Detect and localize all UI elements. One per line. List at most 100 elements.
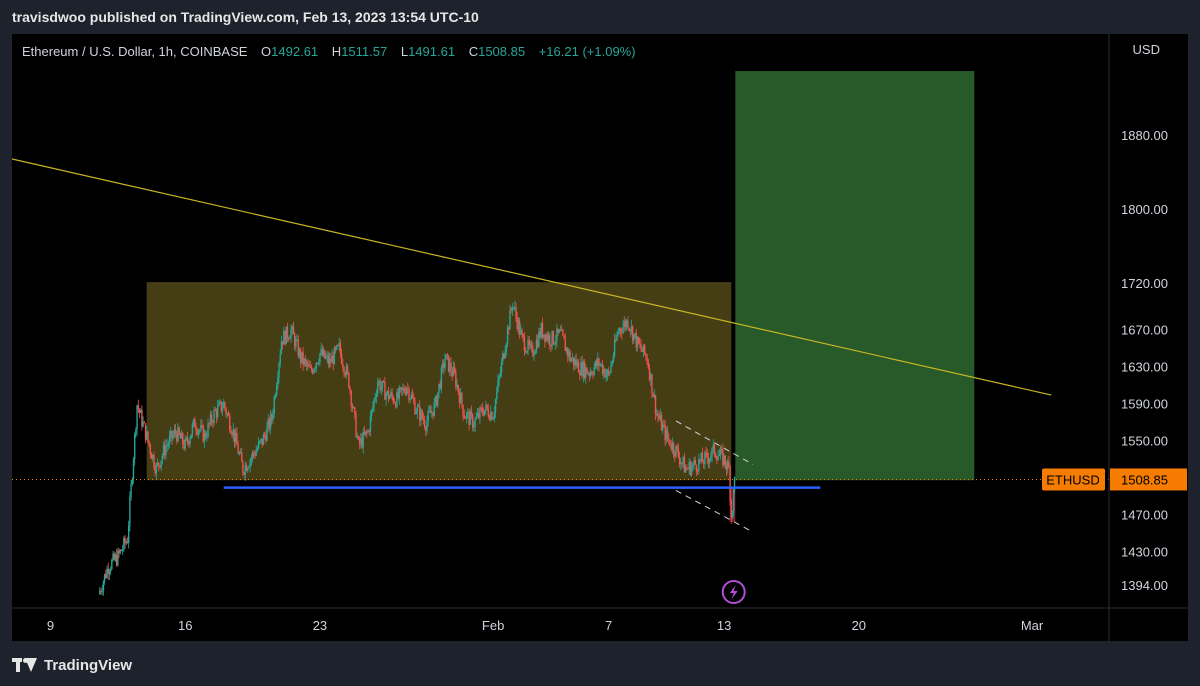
candle-body bbox=[411, 394, 414, 398]
candle-body bbox=[725, 465, 728, 470]
candle-body bbox=[185, 437, 188, 440]
candle-body bbox=[635, 333, 637, 348]
candle-body bbox=[573, 357, 575, 366]
y-tick-label: 1630.00 bbox=[1121, 359, 1168, 374]
candle-body bbox=[526, 351, 528, 353]
candle-body bbox=[348, 372, 350, 388]
candle-body bbox=[194, 419, 196, 428]
candle-body bbox=[334, 347, 337, 350]
candle-body bbox=[613, 339, 616, 356]
candle-body bbox=[366, 431, 368, 433]
candle-body bbox=[113, 553, 115, 560]
candle-body bbox=[475, 416, 478, 419]
candle-body bbox=[618, 328, 621, 332]
candle-body bbox=[136, 405, 138, 430]
candle-body bbox=[325, 356, 327, 359]
candle-body bbox=[352, 407, 355, 409]
candle-body bbox=[651, 374, 653, 394]
candle-body bbox=[310, 367, 313, 371]
candle-body bbox=[612, 355, 615, 362]
candle-body bbox=[609, 372, 611, 375]
candle-body bbox=[505, 343, 508, 352]
candle-body bbox=[144, 423, 147, 440]
candle-body bbox=[589, 372, 592, 376]
candle-body bbox=[582, 361, 585, 377]
candle-body bbox=[604, 369, 606, 378]
candle-body bbox=[318, 362, 320, 364]
candle-body bbox=[471, 414, 474, 428]
candle-body bbox=[197, 430, 200, 435]
candle-body bbox=[521, 330, 523, 335]
candle-body bbox=[321, 348, 324, 356]
candle-body bbox=[215, 410, 218, 418]
candle-body bbox=[291, 326, 293, 330]
candle-body bbox=[564, 338, 567, 352]
candle-body bbox=[150, 453, 153, 459]
candle-body bbox=[465, 412, 468, 419]
candle-body bbox=[631, 326, 634, 341]
candle-body bbox=[444, 359, 446, 368]
candle-body bbox=[637, 337, 640, 344]
candle-body bbox=[693, 460, 695, 465]
candle-body bbox=[482, 412, 485, 416]
candle-body bbox=[545, 334, 547, 342]
candle-body bbox=[668, 437, 670, 440]
candle-body bbox=[669, 439, 671, 446]
candle-body bbox=[603, 369, 605, 374]
candle-body bbox=[680, 462, 682, 464]
candle-body bbox=[585, 367, 587, 378]
candle-body bbox=[429, 410, 432, 414]
candle-body bbox=[298, 349, 301, 357]
candle-body bbox=[459, 392, 462, 404]
candle-body bbox=[574, 359, 576, 366]
candle-body bbox=[413, 397, 415, 402]
candle-body bbox=[441, 362, 444, 368]
candle-body bbox=[711, 448, 713, 457]
candle-body bbox=[403, 388, 405, 392]
candle-body bbox=[446, 354, 449, 356]
open-label: O bbox=[261, 44, 272, 59]
candle-body bbox=[369, 415, 372, 432]
candle-body bbox=[324, 350, 326, 359]
currency-label[interactable]: USD bbox=[1132, 42, 1160, 57]
footer-brand[interactable]: TradingView bbox=[12, 654, 132, 676]
y-tick-label: 1590.00 bbox=[1121, 396, 1168, 411]
candle-body bbox=[416, 406, 419, 413]
candle-body bbox=[643, 344, 646, 354]
candle-body bbox=[463, 415, 465, 418]
candle-body bbox=[118, 550, 120, 554]
candle-body bbox=[689, 461, 692, 475]
candle-body bbox=[263, 434, 266, 436]
candle-body bbox=[328, 358, 331, 364]
candle-body bbox=[524, 351, 527, 353]
candle-body bbox=[165, 446, 167, 456]
candle-body bbox=[223, 402, 225, 409]
candle-body bbox=[469, 411, 471, 425]
high-label: H bbox=[331, 44, 342, 59]
candle-body bbox=[247, 468, 249, 471]
candle-body bbox=[622, 326, 624, 334]
candle-body bbox=[558, 330, 560, 333]
chart-panel[interactable]: 1394.00 1430.00 1470.00 1550.00 1590.00 1630.… bbox=[12, 34, 1188, 641]
candle-body bbox=[499, 372, 502, 377]
candle-body bbox=[576, 361, 579, 367]
candle-body bbox=[281, 341, 284, 345]
candle-body bbox=[670, 445, 672, 450]
candle-body bbox=[569, 351, 571, 362]
candle-body bbox=[206, 436, 208, 438]
candle-body bbox=[432, 411, 434, 417]
candle-body bbox=[562, 329, 564, 336]
candle-body bbox=[588, 373, 591, 376]
candle-body bbox=[385, 393, 387, 400]
candle-body bbox=[528, 340, 530, 346]
price-chart[interactable]: 1394.00 1430.00 1470.00 1550.00 1590.00 1630.… bbox=[12, 34, 1188, 641]
candle-body bbox=[452, 367, 455, 376]
candle-body bbox=[233, 429, 236, 443]
candle-body bbox=[509, 309, 511, 330]
candle-body bbox=[192, 419, 195, 425]
candle-body bbox=[99, 590, 101, 595]
candle-body bbox=[216, 405, 219, 418]
candle-body bbox=[435, 396, 438, 406]
candle-body bbox=[221, 408, 224, 411]
candle-body bbox=[706, 452, 708, 459]
